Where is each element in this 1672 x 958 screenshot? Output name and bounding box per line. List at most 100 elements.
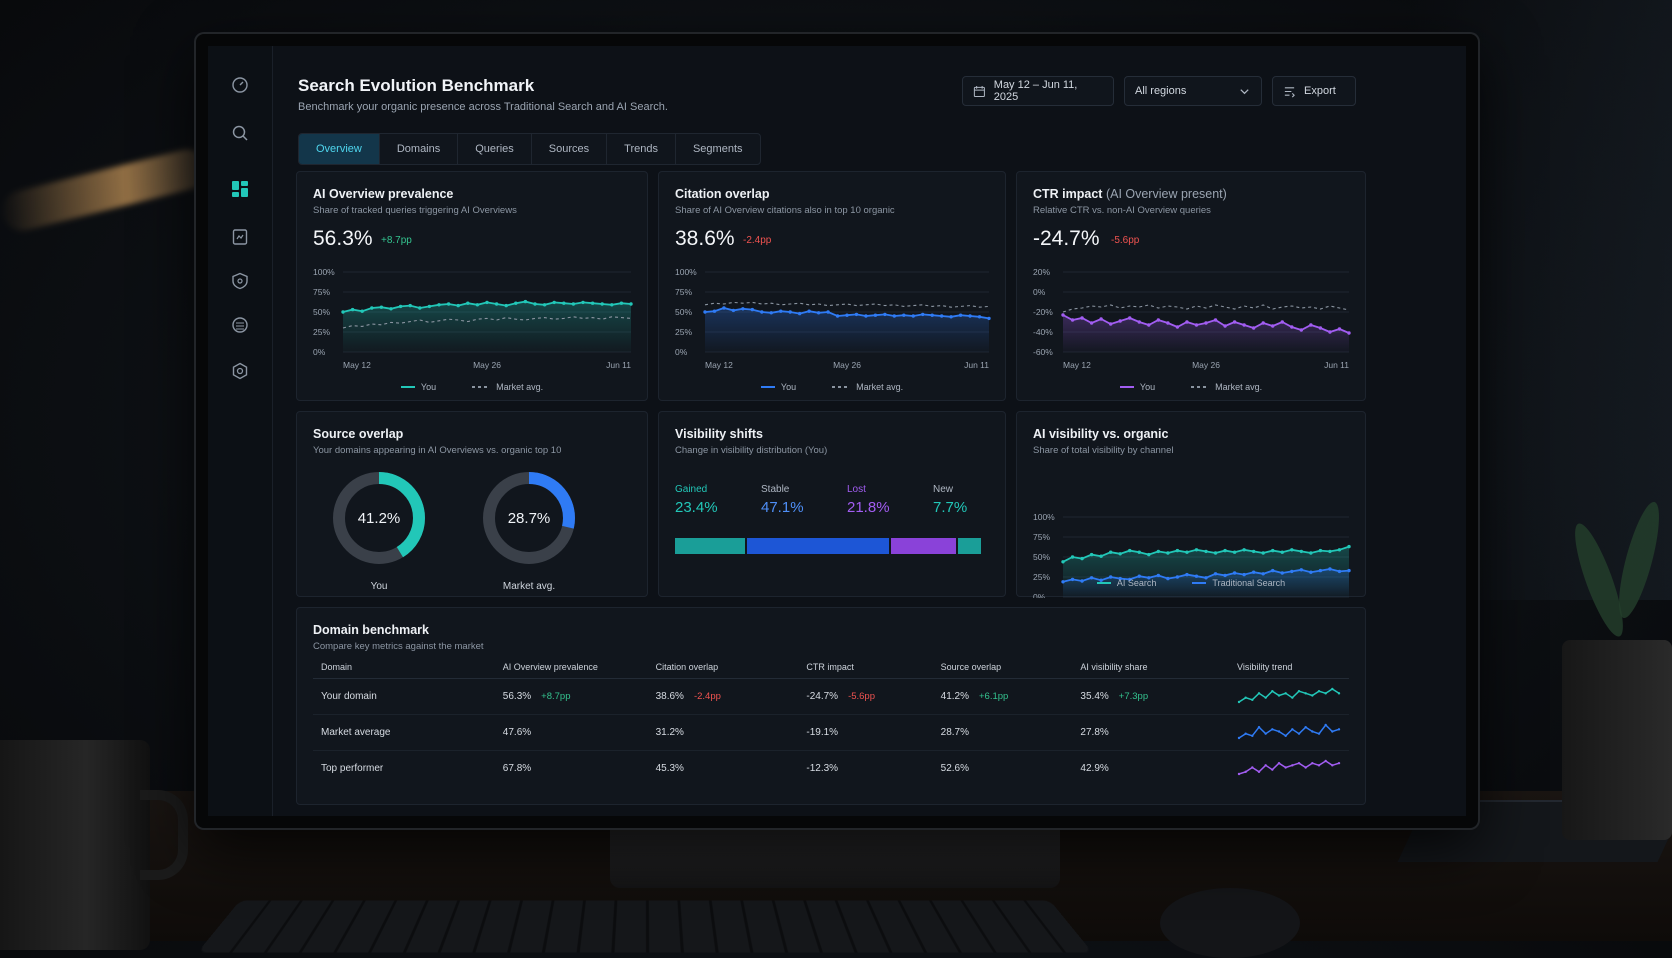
- x-tick-label: Jun 11: [964, 360, 989, 370]
- data-point: [370, 306, 374, 310]
- sparkline-point: [1271, 689, 1274, 693]
- column-header[interactable]: AI Overview prevalence: [494, 656, 648, 679]
- table-row[interactable]: Market average 47.6% 31.2% -19.1% 28.7% …: [313, 714, 1349, 751]
- data-point: [1147, 323, 1151, 327]
- column-header[interactable]: Visibility trend: [1229, 656, 1349, 679]
- sparkline: [1237, 723, 1341, 740]
- y-tick-label: 0%: [313, 347, 326, 357]
- data-point: [1137, 320, 1141, 324]
- data-point: [1147, 552, 1151, 557]
- data-point: [350, 307, 355, 312]
- data-point: [1261, 572, 1265, 576]
- sparkline-point: [1291, 728, 1294, 731]
- monitor-stand: [610, 828, 1060, 888]
- sidebar-item-dashboard[interactable]: [225, 174, 255, 204]
- tab-sources[interactable]: Sources: [532, 134, 608, 164]
- data-point: [1271, 548, 1275, 553]
- card-title: Domain benchmark: [313, 623, 430, 637]
- data-point: [1194, 323, 1199, 327]
- data-point: [1118, 552, 1122, 556]
- y-tick-label: 75%: [313, 287, 330, 297]
- data-point: [466, 301, 470, 305]
- donut-arc-market: [483, 472, 575, 564]
- data-point: [1175, 575, 1180, 579]
- data-point: [1118, 576, 1122, 581]
- search-icon: [232, 125, 248, 141]
- data-point: [930, 313, 934, 317]
- tab-trends[interactable]: Trends: [607, 134, 676, 164]
- data-point: [1204, 576, 1208, 580]
- tab-segments[interactable]: Segments: [692, 143, 743, 155]
- x-tick-label: Jun 11: [606, 360, 631, 370]
- y-tick-label: 75%: [1033, 532, 1050, 542]
- data-point: [731, 308, 736, 313]
- data-point: [1328, 567, 1332, 571]
- sparkline-point: [1324, 759, 1327, 763]
- series-line-market-avg-: [704, 301, 990, 308]
- export-button[interactable]: Export: [1272, 76, 1356, 106]
- data-point: [1223, 573, 1227, 578]
- coffee-mug-handle: [140, 790, 188, 880]
- sidebar-item-reports[interactable]: [225, 222, 255, 252]
- tab-queries[interactable]: Queries: [458, 134, 532, 164]
- column-header[interactable]: Domain: [313, 656, 495, 679]
- data-point: [1156, 549, 1161, 554]
- data-point: [1089, 552, 1094, 557]
- data-point: [1261, 551, 1265, 555]
- sparkline-point: [1331, 730, 1334, 733]
- sidebar-item-gauge[interactable]: [225, 70, 255, 100]
- column-header[interactable]: Citation overlap: [647, 656, 799, 679]
- cell-trend: [1229, 751, 1349, 787]
- data-point: [610, 303, 614, 307]
- column-header[interactable]: Source overlap: [932, 656, 1073, 679]
- data-point: [835, 314, 840, 318]
- column-header[interactable]: CTR impact: [798, 656, 933, 679]
- data-point: [1290, 569, 1294, 574]
- table-row[interactable]: Your domain 56.3% +8.7pp 38.6% -2.4pp -24.…: [313, 678, 1349, 715]
- y-tick-label: 25%: [675, 327, 692, 337]
- data-point: [379, 305, 384, 309]
- data-point: [1175, 325, 1180, 329]
- card-title: AI Overview prevalence: [313, 187, 454, 201]
- table-row[interactable]: Top performer 67.8% 45.3% -12.3% 52.6% 4…: [313, 751, 1349, 787]
- data-point: [1251, 570, 1256, 574]
- data-point: [341, 310, 345, 314]
- card-citation-overlap: Citation overlap Share of AI Overview ci…: [658, 171, 1006, 401]
- sparkline-point: [1337, 728, 1341, 731]
- sparkline-point: [1317, 732, 1321, 735]
- page-title: Search Evolution Benchmark: [298, 76, 535, 95]
- data-point: [581, 300, 585, 305]
- data-point: [1108, 550, 1113, 554]
- date-range-picker[interactable]: May 12 – Jun 11, 2025: [962, 76, 1114, 106]
- data-point: [437, 303, 441, 307]
- card-title: CTR impact (AI Overview present): [1033, 187, 1227, 201]
- data-point: [1070, 318, 1075, 322]
- cell-ctr: -24.7% -5.6pp: [798, 678, 933, 715]
- data-point: [958, 313, 963, 317]
- sidebar-item-security[interactable]: [225, 266, 255, 296]
- data-point: [845, 313, 849, 317]
- region-select[interactable]: All regions: [1124, 76, 1262, 106]
- data-point: [1204, 549, 1208, 554]
- data-point: [1061, 313, 1065, 317]
- data-point: [949, 315, 953, 319]
- sparkline-point: [1237, 700, 1241, 704]
- shift-bar-gained: [675, 538, 746, 554]
- column-header[interactable]: AI visibility share: [1072, 656, 1229, 679]
- data-point: [1137, 574, 1141, 578]
- card-ai-vs-organic: AI visibility vs. organic Share of total…: [1016, 411, 1366, 598]
- sidebar-item-data[interactable]: [225, 310, 255, 340]
- sidebar-item-settings[interactable]: [225, 356, 255, 386]
- cell-domain: Market average: [313, 714, 495, 751]
- data-point: [1061, 580, 1065, 584]
- data-point: [1223, 548, 1227, 553]
- legend-market: Market avg.: [472, 382, 543, 392]
- data-point: [485, 300, 489, 305]
- sparkline-point: [1251, 698, 1254, 702]
- tab-domains[interactable]: Domains: [380, 134, 459, 164]
- shift-lost: Lost 21.8%: [847, 484, 890, 516]
- tab-overview[interactable]: Overview: [299, 134, 380, 164]
- donut-market: 28.7% Market avg.: [479, 468, 579, 592]
- cell-ai-overview: 67.8%: [502, 763, 532, 774]
- sidebar-item-search[interactable]: [225, 118, 255, 148]
